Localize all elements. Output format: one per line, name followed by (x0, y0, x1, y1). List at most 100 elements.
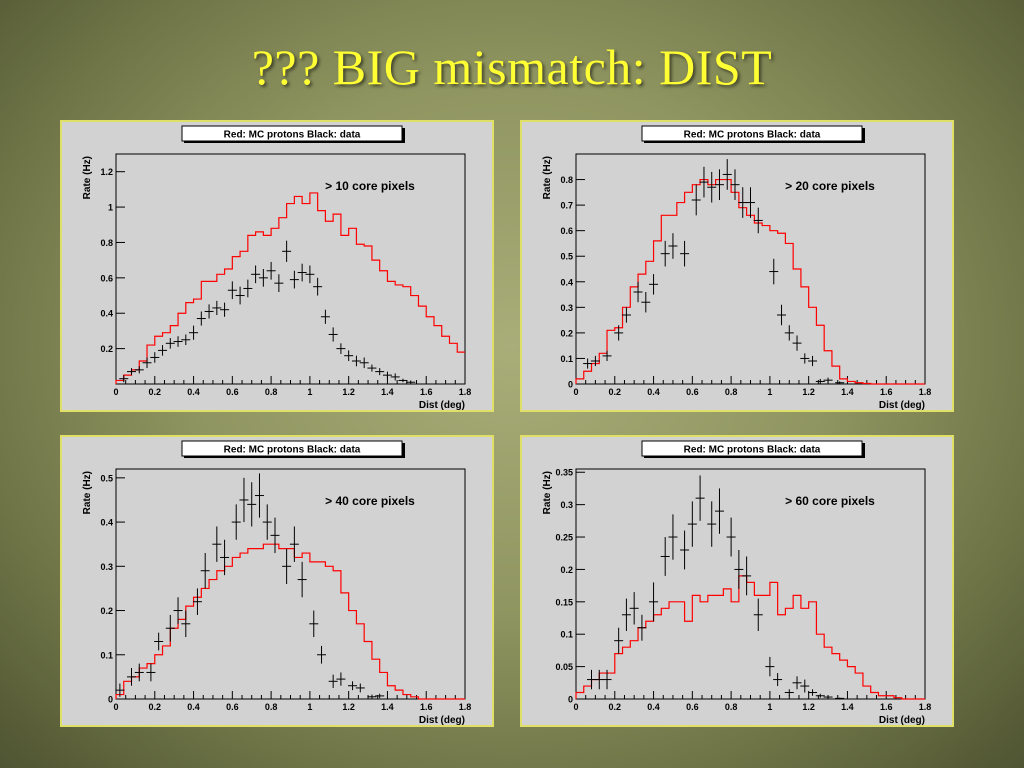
data-point (707, 501, 717, 547)
data-point (231, 504, 241, 540)
x-tick-label: 1.6 (420, 387, 433, 397)
data-point (382, 698, 392, 700)
data-point (680, 530, 690, 570)
data-point (769, 258, 779, 285)
data-point (297, 263, 307, 282)
x-tick-label: 1 (307, 387, 312, 397)
data-point (336, 672, 346, 686)
data-point (247, 482, 257, 527)
data-point (227, 281, 237, 300)
data-point (621, 307, 631, 323)
data-point (773, 673, 783, 687)
data-point (282, 240, 292, 262)
data-point (699, 166, 709, 198)
data-point (266, 261, 276, 280)
data-point (375, 693, 385, 699)
x-axis-label: Dist (deg) (419, 400, 465, 411)
data-point (602, 669, 612, 690)
y-tick-label: 0 (568, 695, 573, 705)
data-point (270, 517, 280, 554)
y-tick-label: 0.3 (560, 500, 573, 510)
data-point (784, 689, 794, 696)
y-tick-label: 0.2 (100, 606, 113, 616)
legend-shadow (862, 128, 865, 143)
x-tick-label: 0.8 (265, 387, 278, 397)
data-point (173, 597, 183, 624)
data-point (695, 475, 705, 521)
data-point (297, 561, 307, 598)
data-point (753, 207, 763, 234)
y-axis-label: Rate (Hz) (542, 156, 553, 199)
data-point (765, 656, 775, 677)
x-tick-label: 1.4 (841, 702, 854, 712)
x-tick-label: 0.8 (725, 387, 738, 397)
mc-protons-histogram (115, 543, 465, 700)
data-point (181, 334, 191, 346)
y-tick-label: 0.1 (560, 354, 573, 364)
data-point (730, 169, 740, 200)
y-tick-label: 0.35 (555, 468, 573, 478)
data-point (189, 325, 199, 340)
legend-text: Red: MC protons Black: data (224, 130, 361, 141)
data-point (165, 614, 175, 642)
data-point (629, 592, 639, 625)
data-point (660, 240, 670, 267)
x-tick-label: 0.2 (609, 387, 622, 397)
data-point (649, 582, 659, 622)
data-point (146, 663, 156, 682)
x-tick-label: 1.2 (342, 702, 355, 712)
data-point (660, 537, 670, 576)
y-tick-label: 0.4 (100, 518, 113, 528)
x-tick-label: 1.8 (919, 702, 932, 712)
data-point (680, 240, 690, 267)
data-point (204, 304, 214, 319)
y-tick-label: 0.8 (100, 238, 113, 248)
x-tick-label: 0.6 (686, 387, 699, 397)
y-tick-label: 0.1 (560, 630, 573, 640)
x-tick-label: 1.2 (802, 702, 815, 712)
data-point (258, 269, 268, 287)
x-tick-label: 1 (767, 387, 772, 397)
legend-shadow (402, 128, 405, 143)
data-point (621, 598, 631, 631)
data-point (127, 368, 137, 376)
data-point (738, 187, 748, 218)
data-point (192, 588, 202, 615)
x-tick-label: 0 (573, 387, 578, 397)
legend-shadow-bottom (644, 141, 865, 143)
y-tick-label: 0 (568, 380, 573, 390)
x-tick-label: 1.2 (342, 387, 355, 397)
data-point (243, 279, 253, 298)
data-point (328, 327, 338, 342)
y-tick-label: 0.6 (560, 226, 573, 236)
x-tick-label: 1.2 (802, 387, 815, 397)
plot-frame (115, 153, 466, 385)
x-tick-label: 0 (573, 702, 578, 712)
x-tick-label: 1.6 (880, 387, 893, 397)
data-point (808, 355, 818, 367)
y-tick-label: 0.3 (560, 303, 573, 313)
data-point (328, 674, 338, 688)
data-point (602, 350, 612, 361)
data-point (119, 375, 129, 383)
core-pixels-annotation: > 60 core pixels (785, 494, 875, 508)
data-point (641, 292, 651, 313)
x-tick-label: 1.6 (880, 702, 893, 712)
data-point (792, 335, 802, 351)
legend-shadow-bottom (184, 456, 405, 458)
data-point (289, 526, 299, 562)
legend-shadow-bottom (184, 141, 405, 143)
x-axis-label: Dist (deg) (879, 715, 925, 726)
legend-text: Red: MC protons Black: data (684, 445, 821, 456)
data-point (406, 380, 416, 384)
x-tick-label: 0.6 (686, 702, 699, 712)
data-point (375, 368, 385, 376)
histogram-40-core-pixels: Red: MC protons Black: data > 40 core pix… (82, 440, 471, 726)
y-tick-label: 0.2 (100, 344, 113, 354)
data-point (305, 265, 315, 284)
data-point (158, 345, 168, 356)
x-tick-label: 0.2 (149, 702, 162, 712)
chart-panel-10-core-pixels: Red: MC protons Black: data > 10 core pix… (60, 120, 494, 412)
data-point (165, 338, 175, 349)
data-point (313, 277, 323, 296)
